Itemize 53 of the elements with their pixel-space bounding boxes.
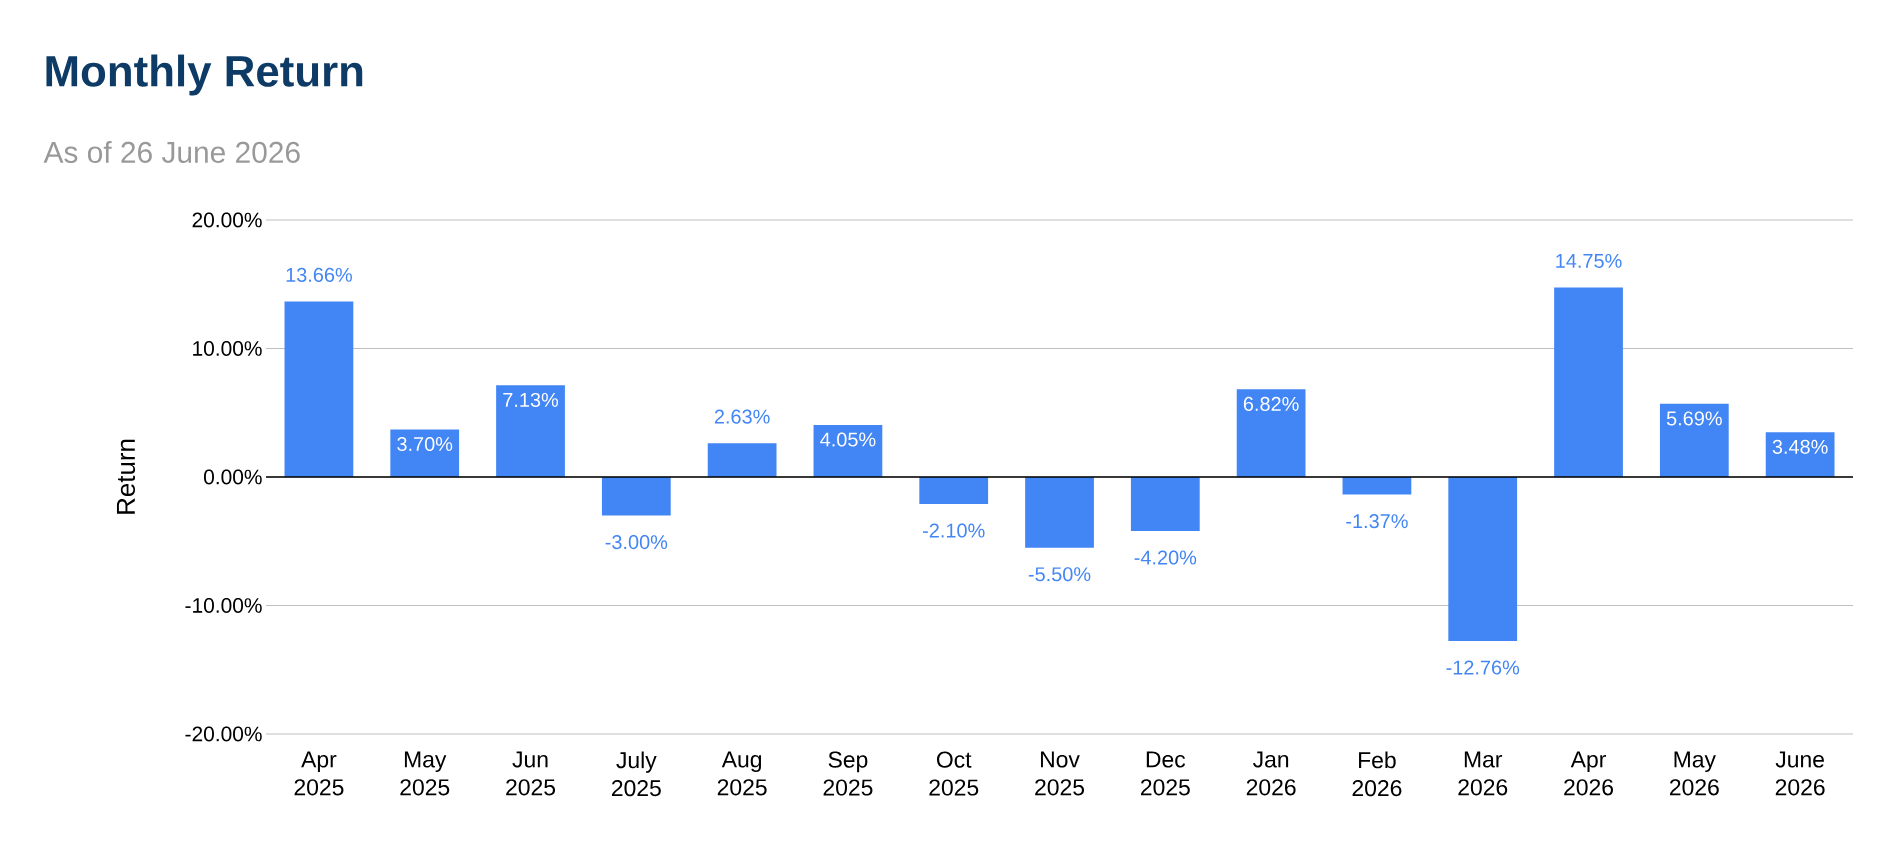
data-label: 5.69% <box>1666 411 1722 426</box>
data-label: 6.82% <box>1243 396 1299 411</box>
data-label: 3.70% <box>397 436 453 452</box>
bar <box>1130 476 1200 531</box>
x-tick-label: Mar 2026 <box>1458 751 1508 796</box>
data-label: -2.10% <box>923 523 985 538</box>
bar <box>284 301 354 477</box>
y-tick-label: -20.00% <box>185 726 262 742</box>
y-tick-label: 0.00% <box>203 469 262 485</box>
bar <box>707 443 777 477</box>
chart-title: Monthly Return <box>46 54 363 96</box>
data-label: 7.13% <box>503 392 559 407</box>
bar <box>1765 432 1835 477</box>
data-label: -12.76% <box>1446 660 1520 675</box>
x-tick-label: Jan 2026 <box>1246 751 1296 796</box>
y-tick-label: 10.00% <box>193 341 262 356</box>
x-tick-label: Apr 2026 <box>1564 751 1613 796</box>
bar <box>813 424 883 477</box>
data-label: 2.63% <box>714 409 770 424</box>
x-tick-label: June 2026 <box>1775 751 1825 796</box>
bar <box>496 385 565 477</box>
data-label: 13.66% <box>286 267 352 282</box>
y-axis-title: Return <box>116 439 136 514</box>
x-tick-label: July 2025 <box>611 751 661 797</box>
x-tick-label: Jun 2025 <box>506 751 556 796</box>
data-label: -5.50% <box>1028 567 1091 582</box>
x-tick-label: May 2025 <box>400 751 450 796</box>
bar <box>1025 476 1094 548</box>
data-label: 3.48% <box>1772 439 1828 454</box>
x-tick-label: Sep 2025 <box>823 751 873 796</box>
x-tick-label: Dec 2025 <box>1140 751 1190 796</box>
y-tick-label: 20.00% <box>192 212 262 228</box>
bar <box>1659 403 1729 477</box>
x-tick-label: Oct 2025 <box>929 751 979 796</box>
x-tick-label: Apr 2025 <box>294 751 344 796</box>
bar <box>390 429 460 477</box>
data-label: -4.20% <box>1134 550 1197 565</box>
bar <box>601 476 671 516</box>
bar <box>919 476 989 504</box>
bar <box>1448 476 1518 641</box>
x-tick-label: Aug 2025 <box>717 751 767 796</box>
bar <box>1236 389 1306 477</box>
data-label: 4.05% <box>820 432 876 447</box>
y-tick-label: -10.00% <box>185 598 262 613</box>
x-tick-label: May 2026 <box>1669 751 1719 796</box>
bar <box>1342 476 1412 495</box>
bar <box>1554 287 1623 477</box>
data-label: -1.37% <box>1346 514 1408 529</box>
data-label: -3.00% <box>605 535 668 550</box>
x-tick-label: Nov 2025 <box>1035 751 1085 796</box>
chart-subtitle: As of 26 June 2026 <box>43 141 300 163</box>
data-label: 14.75% <box>1556 253 1622 268</box>
x-tick-label: Feb 2026 <box>1352 751 1402 797</box>
